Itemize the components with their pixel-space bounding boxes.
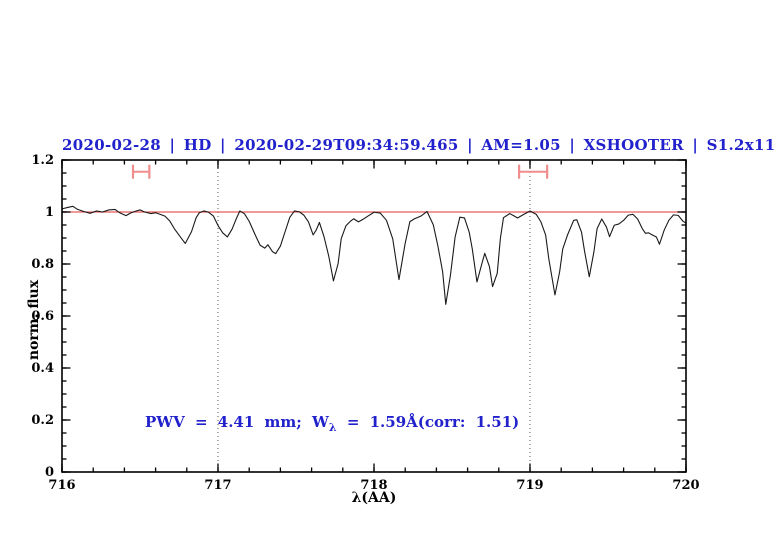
x-tick-label: 717 [204,478,232,493]
spectrum-line [61,205,687,305]
pwv-annotation: PWV = 4.41 mm; Wλ = 1.59Å(corr: 1.51) [145,413,519,434]
y-tick-label: 1.2 [31,153,54,168]
y-tick-label: 0 [44,465,54,480]
y-tick-label: 0.2 [31,413,54,428]
y-tick-label: 1 [44,205,54,220]
pwv-annotation-pre: PWV = 4.41 mm; W [145,413,329,431]
y-tick-label: 0.8 [31,257,54,272]
x-tick-label: 719 [516,478,544,493]
x-tick-label: 718 [360,478,388,493]
pwv-annotation-post: = 1.59Å(corr: 1.51) [336,413,520,431]
x-tick-label: 720 [672,478,700,493]
plot-title: 2020-02-28 | HD | 2020-02-29T09:34:59.46… [62,136,776,154]
y-tick-label: 0.6 [31,309,54,324]
pwv-annotation-sub: λ [328,421,337,434]
x-axis-label: λ(AA) [351,490,397,506]
y-tick-label: 0.4 [31,361,54,376]
x-tick-label: 716 [48,478,76,493]
